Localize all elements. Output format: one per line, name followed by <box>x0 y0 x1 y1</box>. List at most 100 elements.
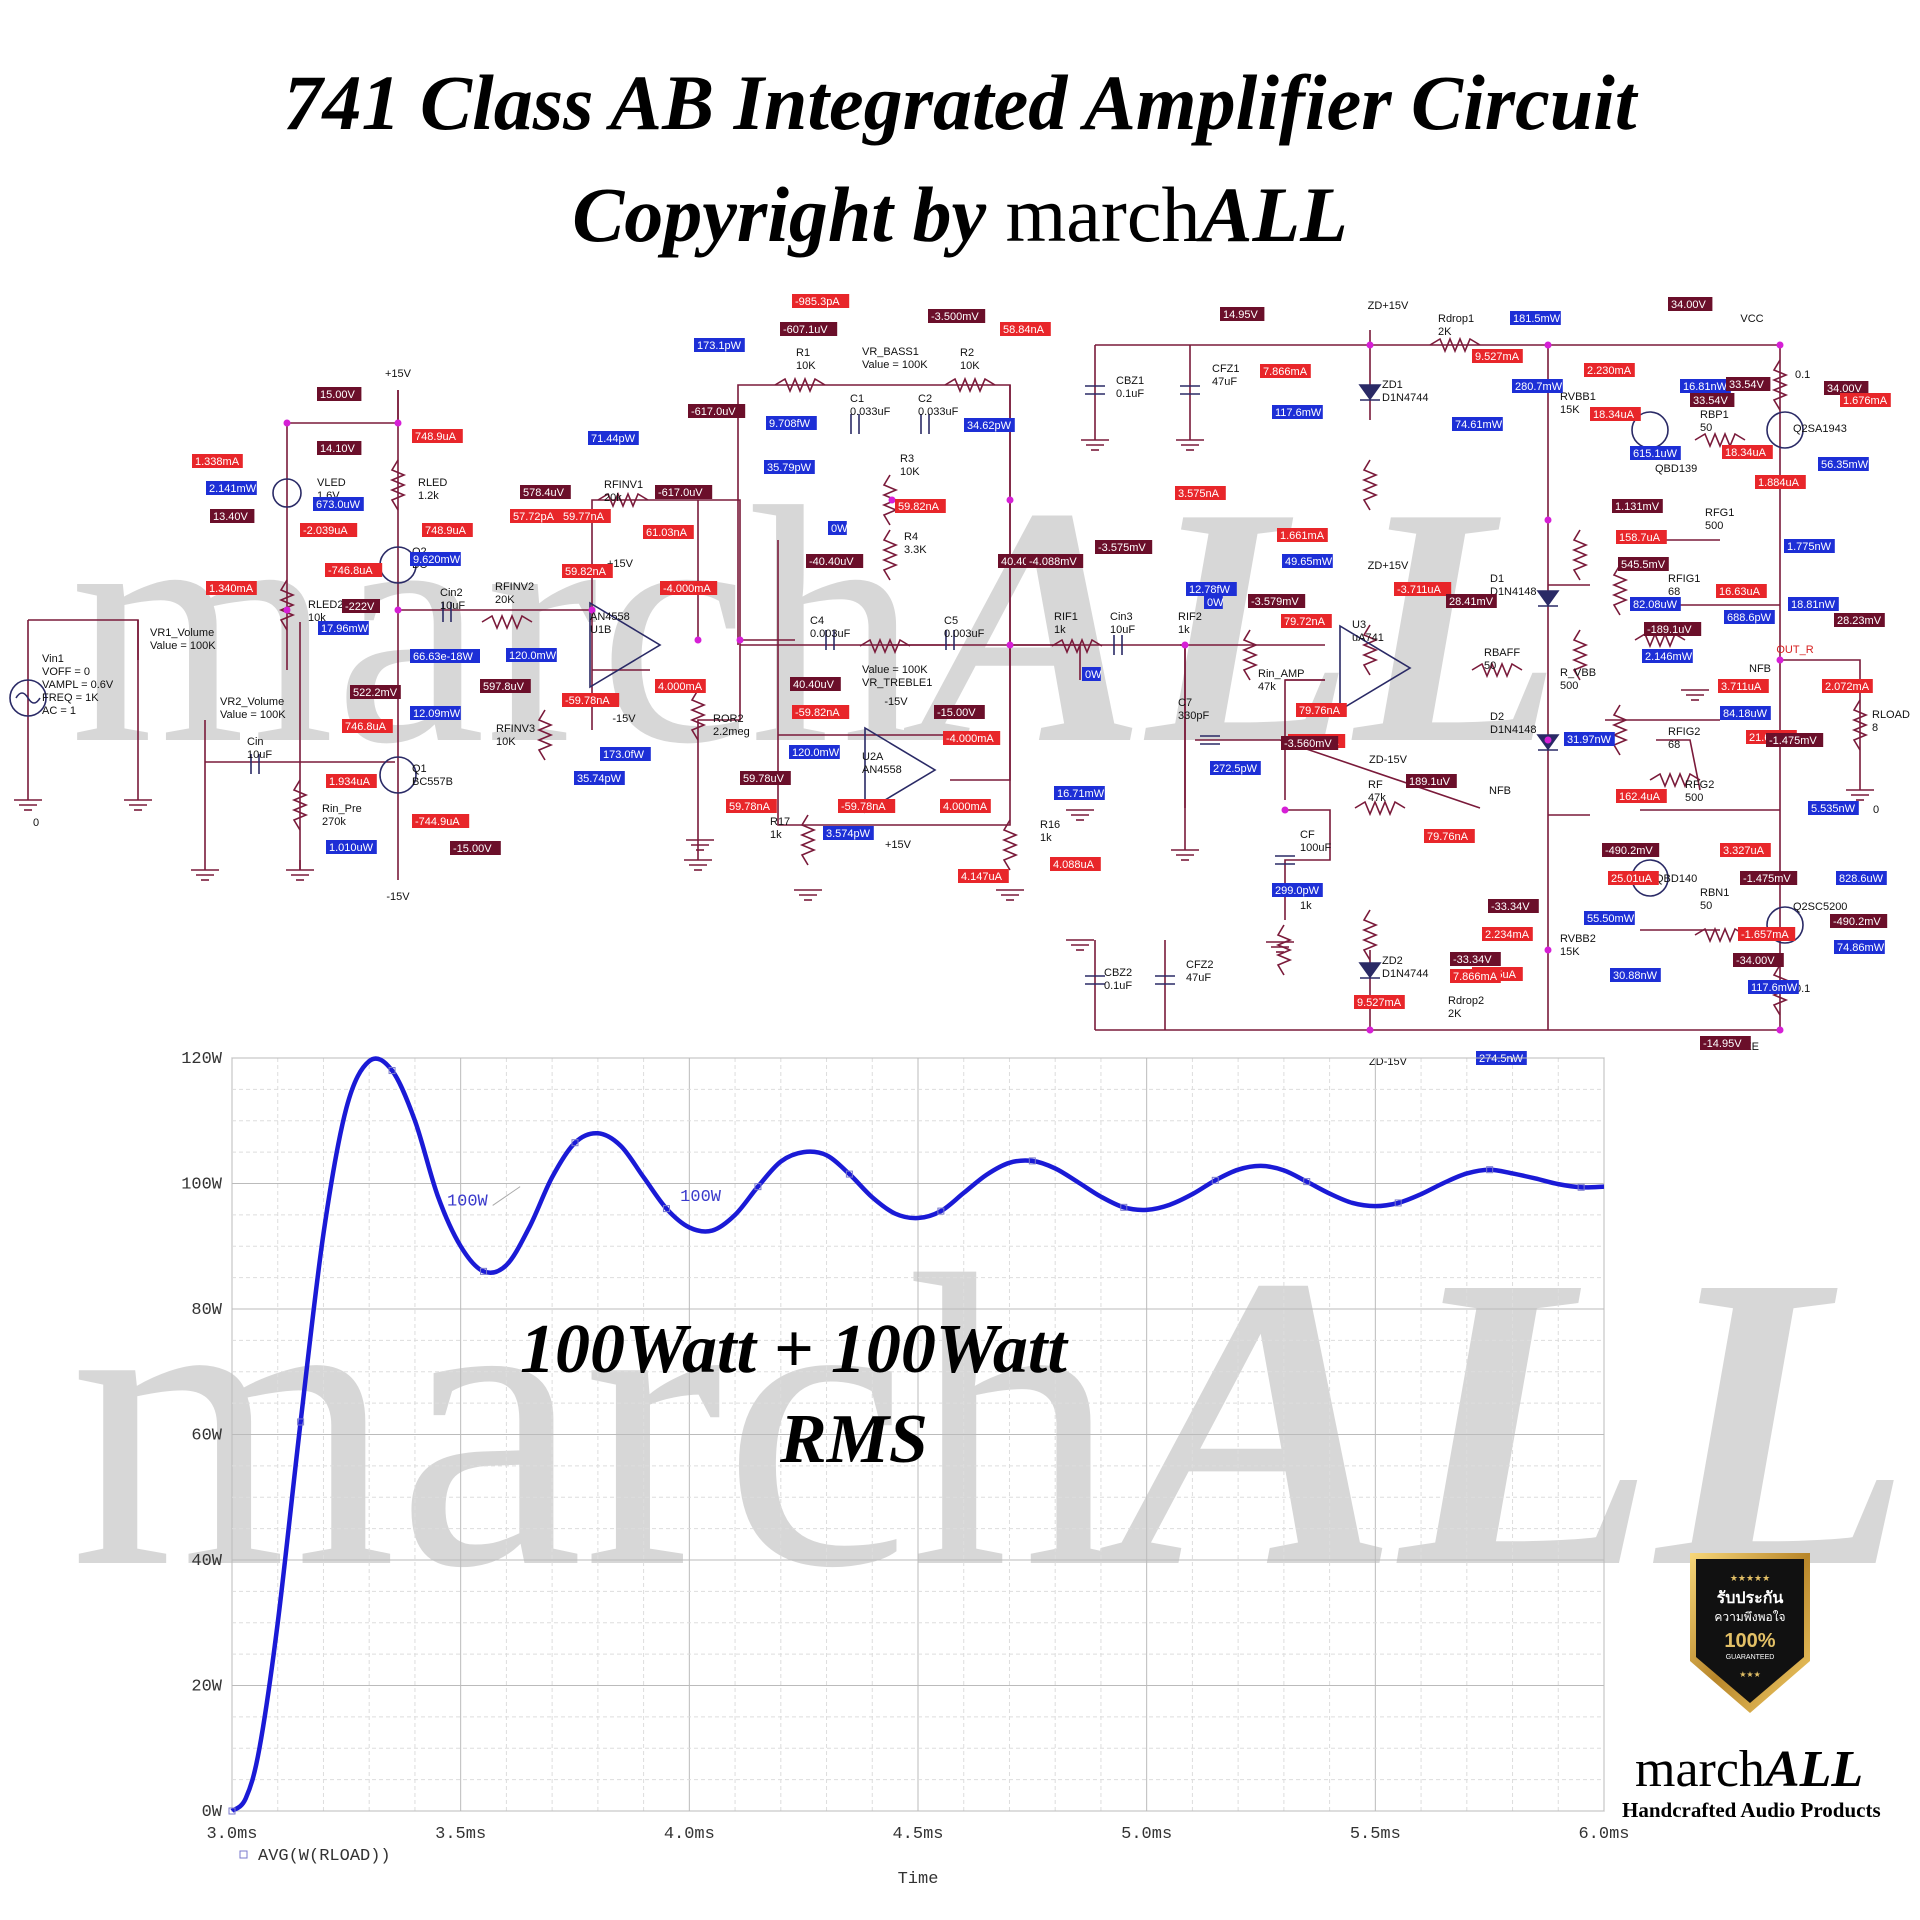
probe-value: 14.95V <box>1223 309 1259 321</box>
probe-value: 0W <box>1085 669 1102 681</box>
probe-box <box>1452 417 1503 431</box>
schematic-net-labels: +15V -15V +15V -15V +15V -15V ZD+15V ZD-15V ZD+1… <box>33 300 1879 1068</box>
probe-value: 49.65mW <box>1285 556 1333 568</box>
probe-value: 59.77nA <box>563 511 605 523</box>
probe-value: 272.5pW <box>1213 763 1258 775</box>
y-tick-label: 100W <box>181 1176 223 1195</box>
probe-value: -744.9uA <box>415 816 460 828</box>
copyright-brand-plain: march <box>1005 171 1201 258</box>
component-label-vr1: Value = 100K <box>150 640 216 652</box>
probe-box <box>1822 679 1873 693</box>
probe-box <box>1406 774 1457 788</box>
probe-box <box>1354 995 1405 1009</box>
probe-box <box>1680 379 1731 393</box>
probe-value: 173.0fW <box>603 749 645 761</box>
component-label-qbd139: QBD139 <box>1655 463 1697 475</box>
probe-value: -189.1uV <box>1647 624 1692 636</box>
probe-value: 31.97nW <box>1567 734 1612 746</box>
probe-value: 673.0uW <box>316 499 361 511</box>
data-point <box>1028 1157 1036 1165</box>
probe-box <box>1281 736 1339 750</box>
probe-value: 18.34uA <box>1593 409 1635 421</box>
probe-box <box>1788 597 1839 611</box>
component-label-cbz1: 0.1uF <box>1116 388 1144 400</box>
component-label-u1b: U1B <box>590 624 611 636</box>
probe-box <box>1644 622 1702 636</box>
probe-value: 746.8uA <box>345 721 387 733</box>
probe-value: 79.76nA <box>1299 705 1341 717</box>
net-label: -15V <box>612 713 636 725</box>
component-label-c4: C4 <box>810 615 824 627</box>
guarantee-badge: ★★★★★ รับประกัน ความพึงพอใจ 100% GUARANT… <box>1690 1553 1810 1713</box>
probe-box <box>1720 706 1771 720</box>
probe-box <box>1668 297 1713 311</box>
probe-value: 1.131mV <box>1615 501 1660 513</box>
component-label-c7: C7 <box>1178 697 1192 709</box>
probe-value: 0W <box>1207 597 1224 609</box>
probe-value: 84.18uW <box>1723 708 1768 720</box>
badge-line-3: 100% <box>1724 1630 1775 1652</box>
probe-box <box>1282 554 1333 568</box>
probe-box <box>964 418 1015 432</box>
y-tick-label: 20W <box>191 1678 222 1697</box>
component-label-rinamp: 47k <box>1258 681 1276 693</box>
component-label-cfz2: CFZ2 <box>1186 959 1214 971</box>
chart-legend: AVG(W(RLOAD)) <box>239 1847 391 1866</box>
component-label-cbz2: 0.1uF <box>1104 980 1132 992</box>
probe-box <box>1510 311 1561 325</box>
schematic-probe-values: 15.00V 748.9uA 1.338mA 14.10V 2.141mW 673.0uW… <box>192 294 1891 1065</box>
probe-value: 578.4uV <box>523 487 565 499</box>
probe-box <box>317 387 362 401</box>
annotation-label: 100W <box>680 1188 722 1207</box>
probe-box <box>726 799 777 813</box>
data-point <box>1211 1176 1219 1184</box>
data-point <box>480 1267 488 1275</box>
component-label-d2: D2 <box>1490 711 1504 723</box>
probe-value: 34.62pW <box>967 420 1012 432</box>
component-label-u1b: AN4558 <box>590 611 630 623</box>
component-label-cin3: Cin3 <box>1110 611 1133 623</box>
chart-series <box>228 1056 1605 1815</box>
probe-value: 748.9uA <box>425 525 467 537</box>
probe-box <box>1700 1036 1751 1050</box>
annotation-label: 100W <box>447 1192 489 1211</box>
component-label-ror2: ROR2 <box>713 713 744 725</box>
x-tick-label: 5.0ms <box>1121 1825 1172 1844</box>
probe-box <box>1564 732 1615 746</box>
probe-box <box>410 706 461 720</box>
probe-value: 17.96mW <box>321 623 369 635</box>
probe-box <box>1784 539 1835 553</box>
component-label-cin: Cin <box>247 736 264 748</box>
probe-box <box>1260 364 1311 378</box>
net-label: -15V <box>884 696 908 708</box>
component-label-rvbb1: 15K <box>1560 404 1580 416</box>
probe-box <box>740 771 791 785</box>
probe-value: 299.0pW <box>1275 885 1320 897</box>
probe-box <box>1584 911 1635 925</box>
net-label: NFB <box>1749 663 1771 675</box>
probe-box <box>300 523 358 537</box>
probe-value: 79.72nA <box>1284 616 1326 628</box>
component-label-r17: 1k <box>770 829 782 841</box>
probe-value: 1.775nW <box>1787 541 1832 553</box>
probe-value: 3.575nA <box>1178 488 1220 500</box>
probe-box <box>1808 801 1859 815</box>
probe-value: 162.4uA <box>1619 791 1661 803</box>
component-label-c4: 0.003uF <box>810 628 851 640</box>
component-label-vrbass: VR_BASS1 <box>862 346 919 358</box>
probe-box <box>1720 843 1771 857</box>
component-label-rfinv1: RFINV1 <box>604 479 643 491</box>
component-label-rload: RLOAD <box>1872 709 1910 721</box>
component-label-vin1: AC = 1 <box>42 705 76 717</box>
component-label-vrbass: Value = 100K <box>862 359 928 371</box>
probe-box <box>1630 446 1681 460</box>
probe-box <box>317 441 362 455</box>
net-label: ZD+15V <box>1368 300 1409 312</box>
probe-value: 58.84nA <box>1003 324 1045 336</box>
component-label-rbn1: RBN1 <box>1700 887 1729 899</box>
probe-box <box>1488 899 1539 913</box>
probe-value: 33.54V <box>1729 379 1765 391</box>
probe-value: 74.86mW <box>1837 942 1885 954</box>
probe-value: 59.78nA <box>729 801 771 813</box>
